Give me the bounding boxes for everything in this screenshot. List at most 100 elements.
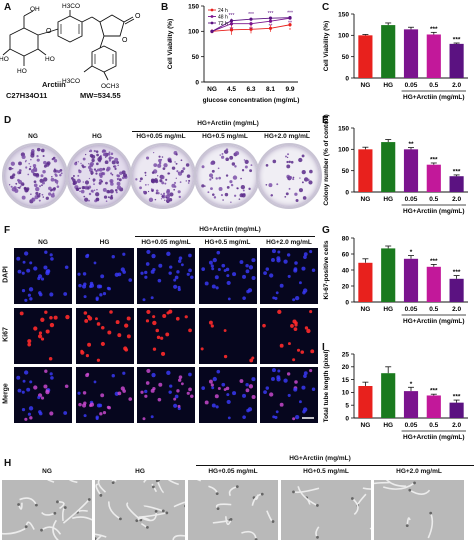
fluorescence-image: [137, 307, 195, 364]
panel-f-label: F: [4, 225, 11, 236]
panel-b-label: B: [161, 2, 169, 13]
glucose-ring: [9, 27, 39, 57]
colony-dish: [130, 143, 196, 209]
data-point: [229, 22, 234, 26]
colony-dish: [256, 143, 322, 209]
bar: [403, 29, 419, 78]
fluorescence-image: [75, 248, 134, 304]
ring-o: O: [122, 37, 128, 44]
bar: [449, 278, 464, 302]
y-tick-label: 20: [342, 283, 350, 290]
svg-text:HO: HO: [45, 56, 55, 63]
fluorescence-image: [137, 367, 195, 423]
bar: [403, 149, 419, 192]
svg-text:O: O: [46, 28, 52, 35]
lactone-ring: [99, 14, 125, 37]
y-tick-label: 150: [188, 3, 199, 10]
tube-image: [281, 480, 371, 540]
y-tick-label: 100: [338, 147, 349, 154]
x-tick-label: 2.0: [452, 196, 461, 203]
x-tick-label: 2.0: [452, 82, 461, 89]
y-axis-label: Total tube length (pixel): [323, 350, 330, 423]
significance-mark: ***: [430, 258, 438, 265]
panel-e-label: E: [322, 115, 329, 126]
tube-caption: NG: [42, 468, 52, 475]
svg-text:HO: HO: [0, 56, 9, 63]
y-tick-label: 150: [338, 125, 349, 132]
tube-caption: HG+0.5 mg/mL: [303, 468, 349, 475]
tube-image: [95, 480, 185, 540]
data-point: [268, 19, 273, 23]
significance-mark: ***: [229, 13, 235, 19]
data-point: [288, 16, 292, 20]
panel-h-group-header: HG+Arctiin (mg/mL): [289, 455, 351, 462]
bar: [403, 391, 419, 418]
bar: [358, 262, 373, 302]
fluorescence-image: [137, 248, 195, 304]
panel-a-label: A: [4, 2, 12, 13]
fluorescence-image: [14, 367, 72, 423]
bar: [426, 34, 441, 78]
x-tick-label: 0.05: [405, 306, 418, 313]
significance-mark: ***: [453, 394, 461, 401]
y-tick-label: 0: [345, 415, 349, 422]
bar: [381, 142, 396, 192]
data-point: [288, 23, 292, 27]
data-point: [268, 26, 273, 30]
y-axis-label: Colony number (% of control): [323, 114, 330, 205]
legend-label: 24 h: [218, 8, 228, 14]
colony-dish: [194, 143, 260, 209]
y-tick-label: 0: [345, 299, 349, 306]
data-point: [229, 19, 234, 23]
bar: [381, 248, 396, 302]
x-tick-label: HG: [383, 82, 393, 89]
svg-text:HO: HO: [17, 68, 27, 75]
significance-mark: ***: [430, 156, 438, 163]
significance-mark: ***: [287, 11, 293, 17]
legend-marker: [210, 8, 214, 12]
svg-text:OH: OH: [30, 6, 40, 13]
fluorescence-image: [260, 307, 318, 364]
x-tick-label: NG: [361, 196, 371, 203]
y-axis-label: Ki-67-positive cells: [323, 240, 330, 299]
x-tick-label: 6.3: [246, 86, 255, 93]
bar: [358, 149, 373, 192]
colony-bar-chart: 0 50 100 150 Colony number (% of control) NG H…: [323, 114, 468, 215]
legend-marker: [210, 21, 214, 25]
panel-d-group-header: HG+Arctiin (mg/mL): [197, 120, 259, 127]
significance-mark: ***: [453, 168, 461, 175]
y-tick-label: 15: [342, 377, 350, 384]
group-label: HG+Arctiin (mg/mL): [403, 94, 465, 101]
x-tick-label: 0.05: [405, 196, 418, 203]
y-tick-label: 50: [342, 168, 350, 175]
fluorescence-caption: HG: [99, 239, 110, 246]
y-tick-label: 80: [342, 235, 350, 242]
group-label: HG+Arctiin (mg/mL): [403, 208, 465, 215]
colony-caption: HG+0.05 mg/mL: [136, 133, 186, 140]
significance-mark: ***: [430, 26, 438, 33]
panel-d-group-line: [132, 131, 310, 132]
y-tick-label: 150: [338, 11, 349, 18]
legend-marker: [210, 15, 214, 18]
ki67-bar-chart: 0 20 40 60 80 Ki-67-positive cells NG HG * 0.05 **…: [323, 235, 468, 325]
arctiin-structure: O O O H3CO OH HO HO HO H3CO OCH3: [0, 3, 141, 90]
x-tick-label: 2.0: [452, 422, 461, 429]
x-tick-label: NG: [361, 82, 371, 89]
legend-label: 48 h: [218, 15, 228, 21]
fluorescence-image: [198, 367, 257, 423]
y-tick-label: 50: [192, 54, 200, 61]
data-point: [249, 27, 253, 31]
fluorescence-caption: HG+2.0 mg/mL: [266, 239, 312, 246]
colony-caption: HG+0.5 mg/mL: [202, 133, 248, 140]
panel-f-group-line: [135, 236, 315, 237]
significance-mark: ***: [248, 12, 254, 18]
y-tick-label: 0: [345, 75, 349, 82]
bar: [449, 176, 464, 192]
bar: [381, 373, 396, 418]
significance-mark: *: [410, 249, 413, 256]
fluorescence-row-label: Ki67: [2, 326, 10, 342]
y-tick-label: 20: [342, 364, 350, 371]
x-axis-label: glucose concentration (mg/mL): [203, 97, 300, 104]
x-tick-label: HG: [383, 306, 393, 313]
significance-mark: ***: [268, 11, 274, 17]
